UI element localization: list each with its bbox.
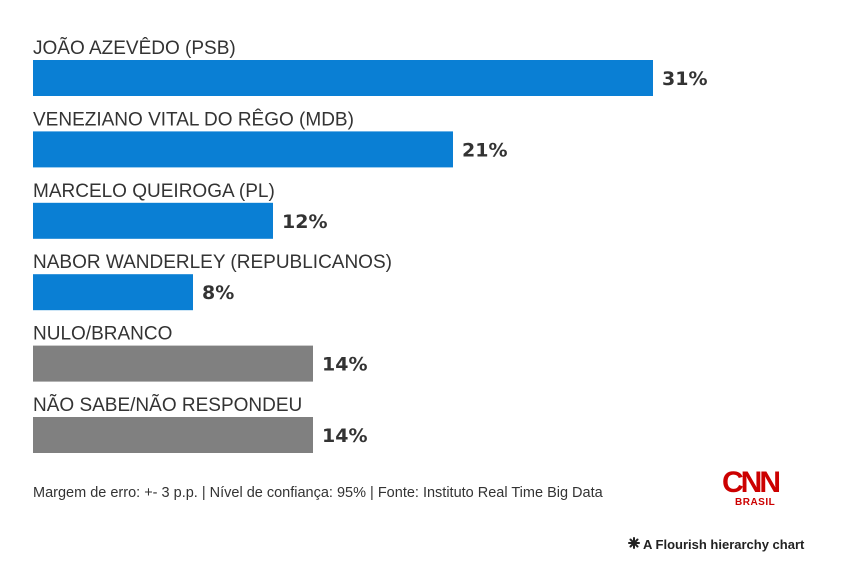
category-label: NULO/BRANCO bbox=[33, 324, 172, 345]
value-label: 8% bbox=[202, 282, 234, 304]
source-note: Margem de erro: +- 3 p.p. | Nível de con… bbox=[33, 485, 603, 501]
value-label: 21% bbox=[462, 139, 507, 161]
bar bbox=[33, 202, 273, 239]
flourish-credit-text: A Flourish hierarchy chart bbox=[643, 537, 805, 552]
value-label: 31% bbox=[662, 68, 707, 90]
logo-sub-text: BRASIL bbox=[735, 497, 776, 508]
flourish-asterisk-icon bbox=[628, 537, 640, 552]
bar bbox=[33, 417, 313, 453]
value-label: 14% bbox=[322, 425, 367, 447]
category-label: NÃO SABE/NÃO RESPONDEU bbox=[33, 394, 302, 416]
bar bbox=[33, 345, 313, 382]
logo-main-text: CNN bbox=[722, 466, 781, 499]
category-label: JOÃO AZEVÊDO (PSB) bbox=[33, 37, 236, 59]
bar bbox=[33, 131, 453, 168]
bar-chart: JOÃO AZEVÊDO (PSB) 31% VENEZIANO VITAL DO … bbox=[33, 37, 707, 453]
category-label: VENEZIANO VITAL DO RÊGO (MDB) bbox=[33, 108, 354, 130]
category-label: NABOR WANDERLEY (REPUBLICANOS) bbox=[33, 252, 392, 273]
flourish-credit-link[interactable]: A Flourish hierarchy chart bbox=[628, 537, 804, 552]
value-label: 14% bbox=[322, 354, 367, 376]
bar bbox=[33, 60, 653, 96]
bar bbox=[33, 274, 193, 311]
cnn-brasil-logo: CNN BRASIL bbox=[722, 468, 786, 512]
value-label: 12% bbox=[282, 211, 327, 233]
category-label: MARCELO QUEIROGA (PL) bbox=[33, 181, 275, 202]
